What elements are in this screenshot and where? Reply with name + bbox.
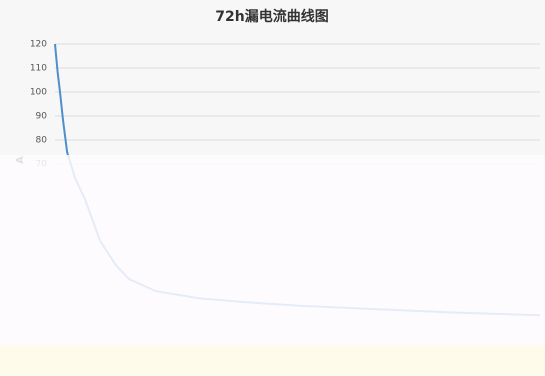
- y-tick-label: 80: [36, 136, 48, 146]
- y-tick-label: 90: [36, 112, 48, 122]
- washed-overlay: [0, 155, 545, 345]
- y-tick-label: 100: [30, 88, 47, 98]
- chart-title: 72h漏电流曲线图: [215, 8, 328, 25]
- bottom-band: [0, 345, 545, 376]
- y-tick-label: 120: [30, 40, 47, 50]
- y-tick-label: 110: [30, 64, 47, 74]
